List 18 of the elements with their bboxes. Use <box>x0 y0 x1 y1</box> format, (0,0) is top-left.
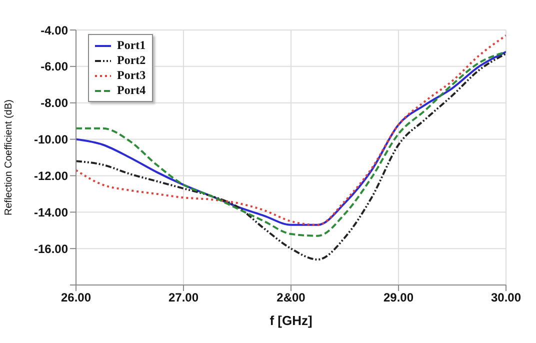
y-tick-label: -4.00 <box>40 23 68 38</box>
legend-label: Port1 <box>117 38 146 53</box>
y-tick-label: -12.00 <box>34 168 68 183</box>
y-tick-label: -16.00 <box>34 242 68 256</box>
x-tick-label: 27.00 <box>168 290 199 305</box>
legend-label: Port4 <box>117 83 146 98</box>
y-tick-label: -14.00 <box>34 205 68 220</box>
x-tick-label: 29.00 <box>383 290 414 305</box>
legend-label: Port2 <box>117 53 146 68</box>
x-axis-title: f [GHz] <box>270 313 312 328</box>
x-tick-label: 26.00 <box>60 290 92 305</box>
y-axis-title: Reflection Coefficient (dB) <box>4 100 15 216</box>
y-tick-label: -10.00 <box>34 132 68 147</box>
x-tick-label: 2&00 <box>276 290 306 305</box>
legend-label: Port3 <box>117 68 146 83</box>
x-tick-label: 30.00 <box>490 290 522 305</box>
y-tick-label: -8.00 <box>40 96 68 110</box>
y-tick-label: -6.00 <box>40 60 68 74</box>
